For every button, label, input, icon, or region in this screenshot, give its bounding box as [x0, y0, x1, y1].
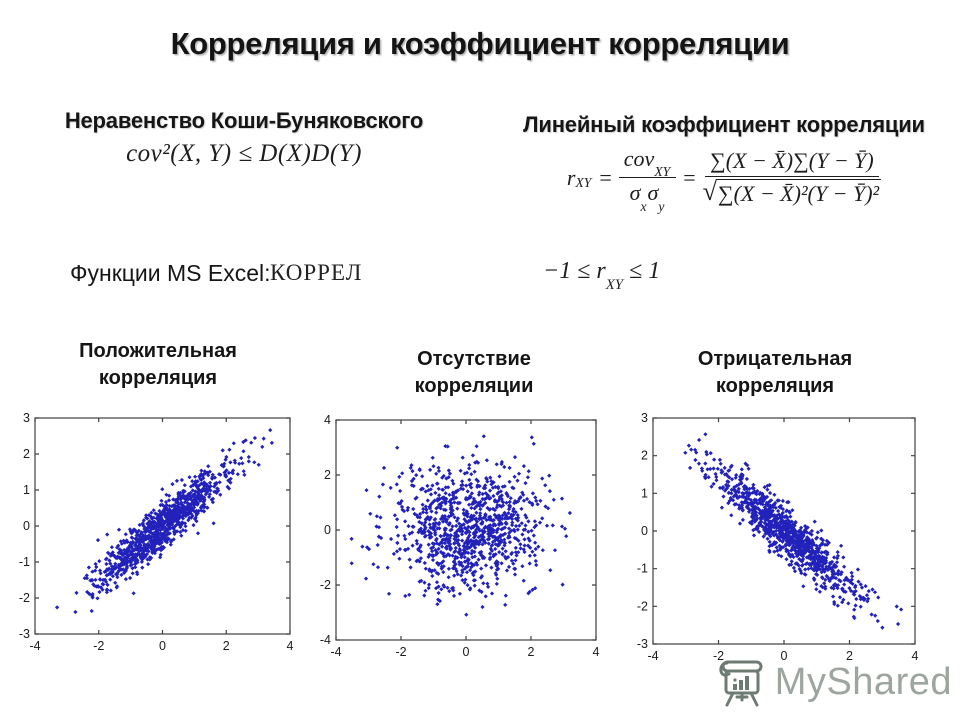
- excel-label: Функции MS Excel:: [70, 260, 271, 286]
- linear-correlation-formula: r XY = covXY σxσy = ∑(X − X̄)∑(Y − Ȳ) √ ∑…: [498, 146, 950, 214]
- svg-text:2: 2: [641, 449, 648, 463]
- svg-text:-3: -3: [637, 637, 648, 651]
- svg-text:-1: -1: [637, 562, 648, 576]
- svg-text:-2: -2: [19, 591, 30, 605]
- myshared-watermark: MyShared: [715, 656, 952, 708]
- svg-text:0: 0: [641, 524, 648, 538]
- section-cauchy: Неравенство Коши-Буняковского cov²(X, Y)…: [28, 108, 460, 168]
- svg-text:-4: -4: [29, 639, 40, 653]
- svg-text:-4: -4: [330, 645, 341, 659]
- svg-text:-2: -2: [395, 645, 406, 659]
- sum-fraction: ∑(X − X̄)∑(Y − Ȳ) √ ∑(X − X̄)²(Y − Ȳ)²: [702, 148, 882, 207]
- watermark-text: MyShared: [774, 660, 952, 703]
- svg-text:-2: -2: [320, 578, 331, 592]
- sqrt-sign: √: [702, 177, 717, 207]
- sigma-y: σ: [647, 180, 659, 206]
- sigma-x: σ: [629, 180, 641, 206]
- svg-text:-3: -3: [19, 627, 30, 641]
- svg-text:2: 2: [223, 639, 230, 653]
- r-subscript: XY: [575, 174, 592, 190]
- scatter-positive-correlation: -4 -2 0 2 4 -3 -2 -1 0 1 2 3: [19, 411, 294, 653]
- svg-text:2: 2: [528, 645, 535, 659]
- svg-text:4: 4: [593, 645, 600, 659]
- svg-text:2: 2: [846, 649, 853, 663]
- equals-sign: =: [683, 164, 696, 190]
- svg-text:-1: -1: [19, 555, 30, 569]
- svg-text:1: 1: [23, 483, 30, 497]
- svg-text:2: 2: [23, 447, 30, 461]
- caption-negative-correlation: Отрицательная корреляция: [697, 348, 853, 397]
- svg-text:3: 3: [23, 411, 30, 425]
- caption-no-correlation: Отсутствие корреляции: [414, 348, 534, 397]
- r-symbol: r: [566, 164, 576, 190]
- svg-text:-4: -4: [320, 633, 331, 647]
- correlation-range-formula: −1 ≤ rXY ≤ 1: [543, 258, 661, 293]
- scatter-no-correlation: -4 -2 0 2 4 -4 -2 0 2 4: [320, 413, 600, 659]
- cov-symbol: cov: [623, 146, 655, 171]
- svg-text:-2: -2: [637, 599, 648, 613]
- scatter-negative-correlation: -4 -2 0 2 4 -3 -2 -1 0 1 2 3: [637, 411, 919, 663]
- cauchy-heading: Неравенство Коши-Буняковского: [64, 108, 424, 133]
- excel-functions-row: Функции MS Excel: КОРРЕЛ −1 ≤ rXY ≤ 1: [70, 258, 920, 296]
- page-title: Корреляция и коэффициент корреляции: [170, 26, 790, 61]
- flipchart-icon: [719, 660, 763, 707]
- svg-text:0: 0: [463, 645, 470, 659]
- svg-text:0: 0: [781, 649, 788, 663]
- svg-text:0: 0: [159, 639, 166, 653]
- covariance-fraction: covXY σxσy: [618, 146, 677, 214]
- svg-text:-2: -2: [713, 649, 724, 663]
- svg-text:1: 1: [641, 486, 648, 500]
- svg-text:4: 4: [324, 413, 331, 427]
- svg-text:-4: -4: [647, 649, 658, 663]
- svg-text:0: 0: [23, 519, 30, 533]
- linear-heading: Линейный коэффициент корреляции: [523, 112, 925, 137]
- svg-text:3: 3: [641, 411, 648, 425]
- caption-positive-correlation: Положительная корреляция: [79, 340, 237, 389]
- svg-text:2: 2: [324, 468, 331, 482]
- svg-text:-2: -2: [93, 639, 104, 653]
- excel-function-name: КОРРЕЛ: [270, 260, 363, 285]
- cauchy-formula: cov²(X, Y) ≤ D(X)D(Y): [126, 140, 362, 167]
- equals-sign: =: [599, 164, 612, 190]
- sqrt-radicand: ∑(X − X̄)²(Y − Ȳ)²: [715, 179, 882, 207]
- sum-numerator: ∑(X − X̄)∑(Y − Ȳ): [705, 148, 879, 178]
- svg-text:0: 0: [324, 523, 331, 537]
- section-linear: Линейный коэффициент корреляции r XY = co…: [498, 112, 950, 214]
- svg-text:4: 4: [912, 649, 919, 663]
- svg-text:4: 4: [287, 639, 294, 653]
